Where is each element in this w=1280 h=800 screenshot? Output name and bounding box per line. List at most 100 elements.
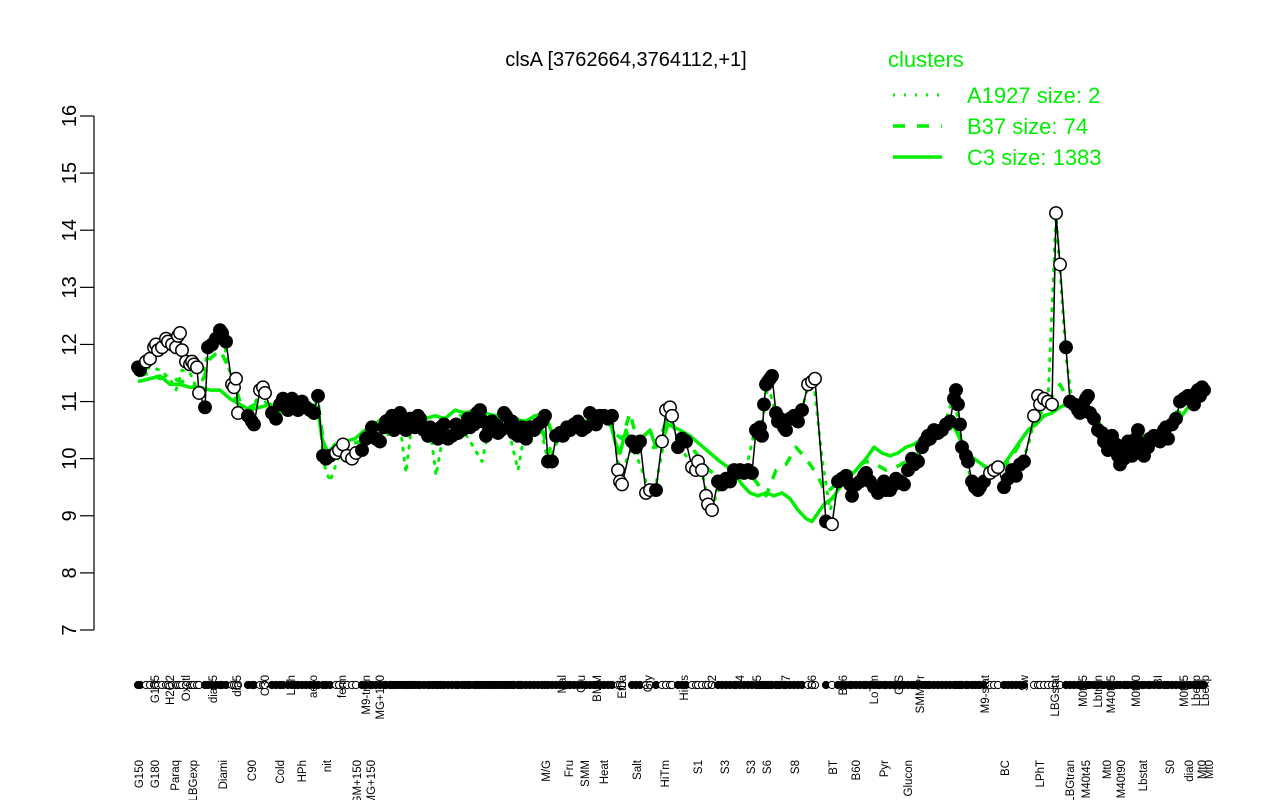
x-tick-label-bottom: S3 <box>746 760 758 774</box>
data-point <box>755 428 769 443</box>
x-tick-label-bottom: S6 <box>762 760 774 774</box>
data-point <box>1131 423 1145 438</box>
x-tick-label-top: S5 <box>752 675 764 689</box>
data-point <box>655 434 669 449</box>
x-tick-label-top: M9-stat <box>980 674 992 713</box>
x-tick-label-bottom: Mt0 <box>1204 760 1216 779</box>
data-point <box>258 386 272 400</box>
data-point <box>779 423 793 438</box>
data-point <box>1045 397 1059 412</box>
sample-line <box>137 213 1205 526</box>
data-point <box>791 414 805 429</box>
x-tick-label-top: M9-tran <box>361 675 373 715</box>
x-tick-label-top: M0t45 <box>1078 675 1090 707</box>
x-tick-label-top: S7 <box>781 675 793 689</box>
data-point <box>705 503 719 518</box>
y-tick-label: 10 <box>59 448 81 470</box>
data-point <box>545 454 559 469</box>
rug-point <box>1019 680 1029 690</box>
x-tick-label-bottom: Paraq <box>170 760 182 791</box>
x-tick-label-bottom: M40t90 <box>1116 760 1128 798</box>
x-tick-label-bottom: M40t45 <box>1081 760 1093 798</box>
data-point <box>473 403 487 418</box>
x-tick-label-bottom: S1 <box>693 760 705 774</box>
data-point <box>897 477 911 492</box>
x-tick-label-top: S6 <box>807 675 819 689</box>
x-tick-label-bottom: GM+150 <box>352 760 364 800</box>
data-point <box>949 383 963 398</box>
rug-point <box>617 680 627 690</box>
y-tick-label: 11 <box>59 391 81 412</box>
x-tick-label-bottom: S8 <box>790 760 802 774</box>
data-point <box>336 437 350 452</box>
data-point <box>1169 411 1183 426</box>
data-point <box>845 488 859 503</box>
x-tick-label-top: Mal <box>557 675 569 694</box>
rug-point <box>810 680 820 690</box>
data-point <box>1059 340 1073 355</box>
x-tick-label-bottom: S3 <box>720 760 732 774</box>
x-tick-label-top: dia5 <box>232 675 244 697</box>
y-tick-label: 12 <box>59 333 81 355</box>
x-tick-label-top: Lbtran <box>1093 675 1105 708</box>
x-tick-label-top: SMMPr <box>915 675 927 714</box>
legend-entry-c3: C3 size: 1383 <box>893 145 1102 170</box>
series-layer <box>136 213 1208 526</box>
x-tick-label-top: LoTm <box>869 675 881 704</box>
x-tick-label-top: G/S <box>894 675 906 695</box>
x-tick-label-bottom: HPh <box>297 760 309 782</box>
x-tick-label-top: ferm <box>337 675 349 698</box>
data-point <box>808 371 822 386</box>
x-tick-label-top: Sw <box>1019 674 1031 691</box>
x-tick-label-bottom: SMM <box>580 760 592 787</box>
y-tick-label: 9 <box>59 510 81 521</box>
data-point <box>615 477 629 492</box>
y-tick-label: 14 <box>59 219 81 241</box>
data-point <box>307 406 321 420</box>
x-tick-label-top: H2O2 <box>165 675 177 705</box>
legend-label-c3: C3 size: 1383 <box>967 145 1102 170</box>
x-tick-label-bottom: C90 <box>247 760 259 781</box>
x-tick-label-top: LBGstat <box>1050 674 1062 716</box>
x-tick-label-bottom: Salt <box>632 759 644 780</box>
data-point <box>247 417 261 432</box>
data-point <box>219 334 233 349</box>
x-tick-label-bottom: Mt0 <box>1102 760 1114 779</box>
x-tick-label-bottom: Fru <box>564 760 576 777</box>
x-tick-label-bottom: LBGtran <box>1065 760 1077 800</box>
legend-entry-a1927: A1927 size: 2 <box>893 83 1100 108</box>
legend-title: clusters <box>888 47 964 72</box>
data-point <box>1053 257 1067 272</box>
rug-point <box>233 680 243 690</box>
data-point <box>1197 383 1211 398</box>
x-tick-label-bottom: Glucon <box>903 760 915 796</box>
data-point <box>953 417 967 432</box>
data-point <box>1017 454 1031 469</box>
y-tick-label: 13 <box>59 276 81 298</box>
x-tick-label-bottom: Mt0 <box>1197 760 1209 779</box>
x-tick-label-top: Lbexp <box>1191 675 1203 706</box>
data-point <box>190 360 204 375</box>
data-point <box>437 417 451 432</box>
data-point <box>1087 411 1101 426</box>
legend-label-b37: B37 size: 74 <box>967 114 1088 139</box>
data-point <box>1009 468 1023 483</box>
y-tick-label: 7 <box>59 624 81 635</box>
data-point <box>192 386 206 400</box>
x-tick-label-bottom: BT <box>828 760 840 775</box>
data-point <box>175 343 189 358</box>
data-point <box>611 463 625 478</box>
data-point <box>1049 206 1063 221</box>
x-tick-label-bottom: BC <box>1000 760 1012 776</box>
x-tick-label-bottom: Pyr <box>879 760 891 777</box>
x-tick-label-bottom: Heat <box>599 759 611 784</box>
legend-label-a1927: A1927 size: 2 <box>967 83 1100 108</box>
data-point <box>605 408 619 423</box>
data-point <box>173 326 187 340</box>
x-tick-label-bottom: Lbstat <box>1138 759 1150 791</box>
x-tick-label-top: Lbexp <box>1200 675 1212 706</box>
data-point <box>679 434 693 449</box>
data-point <box>695 463 709 478</box>
x-tick-label-bottom: nit <box>322 759 334 772</box>
x-axis-rug <box>133 680 1209 690</box>
